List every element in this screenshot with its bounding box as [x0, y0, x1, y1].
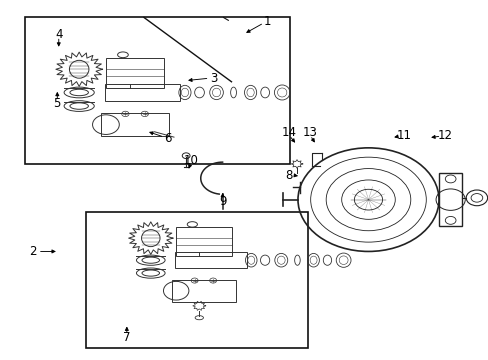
- Text: 13: 13: [302, 126, 317, 139]
- Text: 2: 2: [29, 245, 37, 258]
- Text: 10: 10: [183, 154, 198, 167]
- Bar: [175, 252, 246, 268]
- Text: 7: 7: [123, 332, 130, 345]
- Text: 5: 5: [54, 97, 61, 110]
- Bar: [101, 113, 169, 136]
- Text: 14: 14: [281, 126, 296, 139]
- Text: 6: 6: [163, 132, 171, 145]
- Text: 4: 4: [55, 28, 62, 41]
- Bar: [176, 227, 231, 256]
- Bar: [171, 280, 236, 302]
- Bar: [104, 84, 180, 101]
- Text: 8: 8: [285, 169, 292, 182]
- Text: 3: 3: [210, 72, 218, 85]
- Bar: [86, 212, 307, 348]
- Text: 1: 1: [264, 14, 271, 27]
- Bar: [25, 18, 289, 164]
- Text: 9: 9: [219, 195, 226, 208]
- Bar: [438, 173, 461, 226]
- Text: 12: 12: [436, 129, 451, 142]
- Bar: [106, 58, 164, 88]
- Text: 11: 11: [396, 129, 410, 142]
